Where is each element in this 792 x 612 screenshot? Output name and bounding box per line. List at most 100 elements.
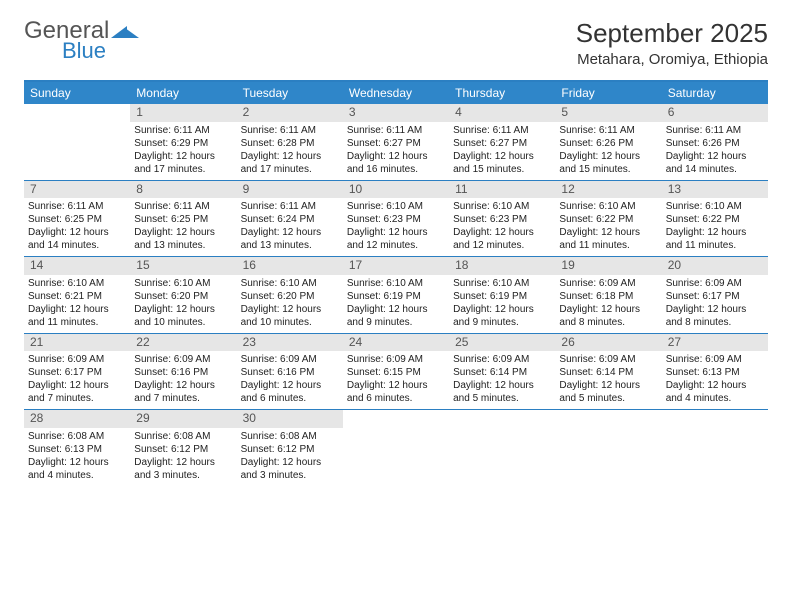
- daylight-text: Daylight: 12 hours and 14 minutes.: [28, 226, 126, 252]
- calendar-cell: 15Sunrise: 6:10 AMSunset: 6:20 PMDayligh…: [130, 257, 236, 333]
- daylight-text: Daylight: 12 hours and 9 minutes.: [453, 303, 551, 329]
- sunset-text: Sunset: 6:24 PM: [241, 213, 339, 226]
- sunrise-text: Sunrise: 6:09 AM: [559, 277, 657, 290]
- sunset-text: Sunset: 6:13 PM: [666, 366, 764, 379]
- sunset-text: Sunset: 6:22 PM: [666, 213, 764, 226]
- cell-body: Sunrise: 6:09 AMSunset: 6:18 PMDaylight:…: [555, 275, 661, 333]
- sunset-text: Sunset: 6:14 PM: [559, 366, 657, 379]
- day-number: [449, 410, 555, 412]
- sunset-text: Sunset: 6:20 PM: [134, 290, 232, 303]
- daylight-text: Daylight: 12 hours and 8 minutes.: [666, 303, 764, 329]
- calendar-cell: 18Sunrise: 6:10 AMSunset: 6:19 PMDayligh…: [449, 257, 555, 333]
- sunrise-text: Sunrise: 6:10 AM: [241, 277, 339, 290]
- sunrise-text: Sunrise: 6:08 AM: [28, 430, 126, 443]
- day-header: Saturday: [662, 82, 768, 104]
- day-number: 7: [24, 181, 130, 199]
- cell-body: Sunrise: 6:09 AMSunset: 6:17 PMDaylight:…: [662, 275, 768, 333]
- sunrise-text: Sunrise: 6:10 AM: [666, 200, 764, 213]
- day-number: 18: [449, 257, 555, 275]
- sunrise-text: Sunrise: 6:10 AM: [28, 277, 126, 290]
- week-row: 14Sunrise: 6:10 AMSunset: 6:21 PMDayligh…: [24, 257, 768, 334]
- header: General Blue September 2025 Metahara, Or…: [24, 18, 768, 68]
- daylight-text: Daylight: 12 hours and 13 minutes.: [241, 226, 339, 252]
- calendar-cell: 17Sunrise: 6:10 AMSunset: 6:19 PMDayligh…: [343, 257, 449, 333]
- cell-body: Sunrise: 6:09 AMSunset: 6:13 PMDaylight:…: [662, 351, 768, 409]
- sunset-text: Sunset: 6:19 PM: [347, 290, 445, 303]
- daylight-text: Daylight: 12 hours and 17 minutes.: [241, 150, 339, 176]
- calendar-cell: 10Sunrise: 6:10 AMSunset: 6:23 PMDayligh…: [343, 181, 449, 257]
- day-number: 10: [343, 181, 449, 199]
- daylight-text: Daylight: 12 hours and 10 minutes.: [134, 303, 232, 329]
- sunrise-text: Sunrise: 6:10 AM: [134, 277, 232, 290]
- week-row: 7Sunrise: 6:11 AMSunset: 6:25 PMDaylight…: [24, 181, 768, 258]
- sunset-text: Sunset: 6:12 PM: [134, 443, 232, 456]
- sunrise-text: Sunrise: 6:11 AM: [559, 124, 657, 137]
- logo-triangle2-icon: [125, 28, 139, 38]
- day-number: 9: [237, 181, 343, 199]
- day-header: Sunday: [24, 82, 130, 104]
- daylight-text: Daylight: 12 hours and 5 minutes.: [453, 379, 551, 405]
- daylight-text: Daylight: 12 hours and 15 minutes.: [453, 150, 551, 176]
- calendar-cell: [449, 410, 555, 486]
- calendar-cell: [662, 410, 768, 486]
- sunset-text: Sunset: 6:18 PM: [559, 290, 657, 303]
- cell-body: Sunrise: 6:10 AMSunset: 6:20 PMDaylight:…: [237, 275, 343, 333]
- day-number: 28: [24, 410, 130, 428]
- calendar-cell: 6Sunrise: 6:11 AMSunset: 6:26 PMDaylight…: [662, 104, 768, 180]
- logo: General Blue: [24, 18, 139, 62]
- calendar-cell: 2Sunrise: 6:11 AMSunset: 6:28 PMDaylight…: [237, 104, 343, 180]
- daylight-text: Daylight: 12 hours and 4 minutes.: [28, 456, 126, 482]
- sunset-text: Sunset: 6:16 PM: [134, 366, 232, 379]
- cell-body: Sunrise: 6:10 AMSunset: 6:19 PMDaylight:…: [343, 275, 449, 333]
- day-number: 2: [237, 104, 343, 122]
- daylight-text: Daylight: 12 hours and 13 minutes.: [134, 226, 232, 252]
- week-row: 28Sunrise: 6:08 AMSunset: 6:13 PMDayligh…: [24, 410, 768, 486]
- cell-body: Sunrise: 6:09 AMSunset: 6:14 PMDaylight:…: [555, 351, 661, 409]
- day-number: 12: [555, 181, 661, 199]
- calendar: Sunday Monday Tuesday Wednesday Thursday…: [24, 80, 768, 486]
- sunset-text: Sunset: 6:23 PM: [453, 213, 551, 226]
- sunrise-text: Sunrise: 6:09 AM: [559, 353, 657, 366]
- sunset-text: Sunset: 6:21 PM: [28, 290, 126, 303]
- daylight-text: Daylight: 12 hours and 5 minutes.: [559, 379, 657, 405]
- day-number: [343, 410, 449, 412]
- sunrise-text: Sunrise: 6:11 AM: [453, 124, 551, 137]
- cell-body: Sunrise: 6:10 AMSunset: 6:22 PMDaylight:…: [555, 198, 661, 256]
- sunset-text: Sunset: 6:26 PM: [559, 137, 657, 150]
- day-number: 4: [449, 104, 555, 122]
- daylight-text: Daylight: 12 hours and 12 minutes.: [453, 226, 551, 252]
- cell-body: Sunrise: 6:10 AMSunset: 6:23 PMDaylight:…: [343, 198, 449, 256]
- day-number: 11: [449, 181, 555, 199]
- calendar-cell: 1Sunrise: 6:11 AMSunset: 6:29 PMDaylight…: [130, 104, 236, 180]
- daylight-text: Daylight: 12 hours and 10 minutes.: [241, 303, 339, 329]
- sunrise-text: Sunrise: 6:09 AM: [134, 353, 232, 366]
- day-header: Wednesday: [343, 82, 449, 104]
- day-header: Thursday: [449, 82, 555, 104]
- calendar-cell: 3Sunrise: 6:11 AMSunset: 6:27 PMDaylight…: [343, 104, 449, 180]
- cell-body: Sunrise: 6:10 AMSunset: 6:22 PMDaylight:…: [662, 198, 768, 256]
- cell-body: Sunrise: 6:08 AMSunset: 6:13 PMDaylight:…: [24, 428, 130, 486]
- sunset-text: Sunset: 6:28 PM: [241, 137, 339, 150]
- sunrise-text: Sunrise: 6:11 AM: [241, 200, 339, 213]
- cell-body: Sunrise: 6:09 AMSunset: 6:15 PMDaylight:…: [343, 351, 449, 409]
- sunrise-text: Sunrise: 6:10 AM: [453, 200, 551, 213]
- cell-body: Sunrise: 6:09 AMSunset: 6:16 PMDaylight:…: [130, 351, 236, 409]
- calendar-cell: 28Sunrise: 6:08 AMSunset: 6:13 PMDayligh…: [24, 410, 130, 486]
- cell-body: Sunrise: 6:08 AMSunset: 6:12 PMDaylight:…: [237, 428, 343, 486]
- sunrise-text: Sunrise: 6:09 AM: [28, 353, 126, 366]
- day-number: [24, 104, 130, 106]
- day-number: 30: [237, 410, 343, 428]
- sunset-text: Sunset: 6:25 PM: [134, 213, 232, 226]
- cell-body: Sunrise: 6:11 AMSunset: 6:24 PMDaylight:…: [237, 198, 343, 256]
- sunrise-text: Sunrise: 6:09 AM: [347, 353, 445, 366]
- sunset-text: Sunset: 6:17 PM: [28, 366, 126, 379]
- day-number: 24: [343, 334, 449, 352]
- calendar-cell: 14Sunrise: 6:10 AMSunset: 6:21 PMDayligh…: [24, 257, 130, 333]
- calendar-cell: 11Sunrise: 6:10 AMSunset: 6:23 PMDayligh…: [449, 181, 555, 257]
- day-header: Tuesday: [237, 82, 343, 104]
- daylight-text: Daylight: 12 hours and 7 minutes.: [28, 379, 126, 405]
- sunrise-text: Sunrise: 6:10 AM: [347, 277, 445, 290]
- sunrise-text: Sunrise: 6:09 AM: [666, 353, 764, 366]
- calendar-cell: 26Sunrise: 6:09 AMSunset: 6:14 PMDayligh…: [555, 334, 661, 410]
- week-row: 21Sunrise: 6:09 AMSunset: 6:17 PMDayligh…: [24, 334, 768, 411]
